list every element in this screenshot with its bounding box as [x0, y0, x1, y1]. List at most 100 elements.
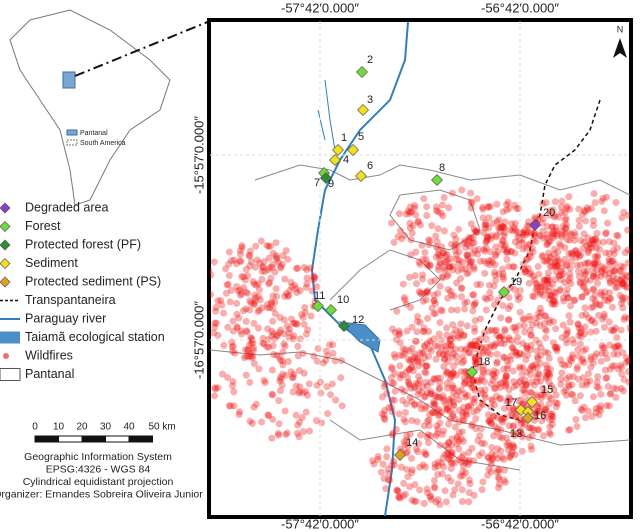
wildfire — [472, 341, 480, 349]
wildfire — [596, 301, 604, 309]
wildfire — [519, 340, 527, 348]
wildfire — [624, 357, 630, 365]
wildfire — [413, 354, 421, 362]
wildfire — [395, 410, 403, 418]
wildfire — [491, 271, 499, 279]
wildfire — [471, 300, 479, 308]
wildfire — [514, 228, 522, 236]
wildfire — [558, 360, 566, 368]
legend-label: Protected sediment (PS) — [25, 274, 161, 288]
wildfire — [609, 246, 617, 254]
wildfire — [399, 371, 407, 379]
wildfire — [418, 389, 426, 397]
wildfire — [491, 268, 499, 276]
wildfire — [619, 263, 627, 271]
wildfire — [511, 249, 519, 257]
wildfire — [486, 261, 494, 269]
wildfire — [462, 393, 470, 401]
wildfire — [466, 341, 474, 349]
wildfire — [571, 232, 579, 240]
wildfire — [592, 405, 600, 413]
wildfire — [299, 314, 307, 322]
wildfire — [594, 239, 602, 247]
wildfire — [374, 452, 382, 460]
wildfire — [420, 324, 428, 332]
wildfire — [283, 429, 291, 437]
wildfire — [528, 424, 536, 432]
wildfire — [566, 274, 574, 282]
wildfire — [618, 273, 626, 281]
wildfire — [544, 349, 552, 357]
wildfire — [568, 249, 576, 257]
wildfire — [528, 389, 536, 397]
wildfire — [470, 263, 478, 271]
wildfire — [587, 240, 595, 248]
legend-marker — [0, 368, 21, 381]
wildfire — [242, 352, 250, 360]
wildfire — [599, 344, 607, 352]
wildfire — [258, 267, 266, 275]
wildfire — [483, 295, 491, 303]
wildfire — [600, 323, 608, 331]
wildfire — [580, 238, 588, 246]
wildfire — [596, 301, 604, 309]
wildfire — [489, 370, 497, 378]
wildfire — [463, 298, 471, 306]
wildfire — [479, 368, 487, 376]
wildfire — [493, 350, 501, 358]
wildfire — [434, 289, 442, 297]
wildfire — [458, 258, 466, 266]
wildfire — [303, 280, 311, 288]
wildfire — [500, 229, 508, 237]
wildfire — [431, 277, 439, 285]
wildfire — [545, 372, 553, 380]
wildfire — [494, 380, 502, 388]
wildfire — [542, 374, 550, 382]
wildfire — [499, 302, 507, 310]
wildfire — [441, 266, 449, 274]
wildfire — [493, 368, 501, 376]
wildfire — [300, 320, 308, 328]
wildfire — [388, 365, 396, 373]
wildfire — [537, 288, 545, 296]
wildfire — [457, 293, 465, 301]
wildfire — [444, 286, 452, 294]
wildfire — [404, 378, 412, 386]
wildfire — [571, 229, 579, 237]
wildfire — [237, 290, 245, 298]
wildfire — [303, 391, 311, 399]
wildfire — [555, 240, 563, 248]
wildfire — [217, 296, 225, 304]
wildfire — [459, 416, 467, 424]
wildfire — [579, 355, 587, 363]
wildfire — [396, 351, 404, 359]
wildfire — [279, 348, 287, 356]
wildfire — [374, 456, 382, 464]
wildfire — [385, 469, 393, 477]
wildfire — [552, 325, 560, 333]
wildfire — [259, 263, 267, 271]
wildfire — [296, 383, 304, 391]
wildfire — [533, 378, 541, 386]
wildfire — [470, 291, 478, 299]
wildfire — [523, 381, 531, 389]
wildfire — [430, 400, 438, 408]
wildfire — [429, 408, 437, 416]
wildfire — [453, 371, 461, 379]
wildfire — [559, 222, 567, 230]
wildfire — [601, 288, 609, 296]
wildfire — [448, 459, 456, 467]
wildfire — [563, 236, 571, 244]
wildfire — [459, 437, 467, 445]
wildfire — [481, 391, 489, 399]
wildfire — [388, 363, 396, 371]
wildfire — [482, 335, 490, 343]
wildfire — [500, 404, 508, 412]
wildfire — [475, 350, 483, 358]
wildfire — [500, 365, 508, 373]
wildfire — [439, 392, 447, 400]
wildfire — [492, 392, 500, 400]
wildfire — [591, 291, 599, 299]
wildfire — [233, 299, 241, 307]
wildfire — [289, 335, 297, 343]
